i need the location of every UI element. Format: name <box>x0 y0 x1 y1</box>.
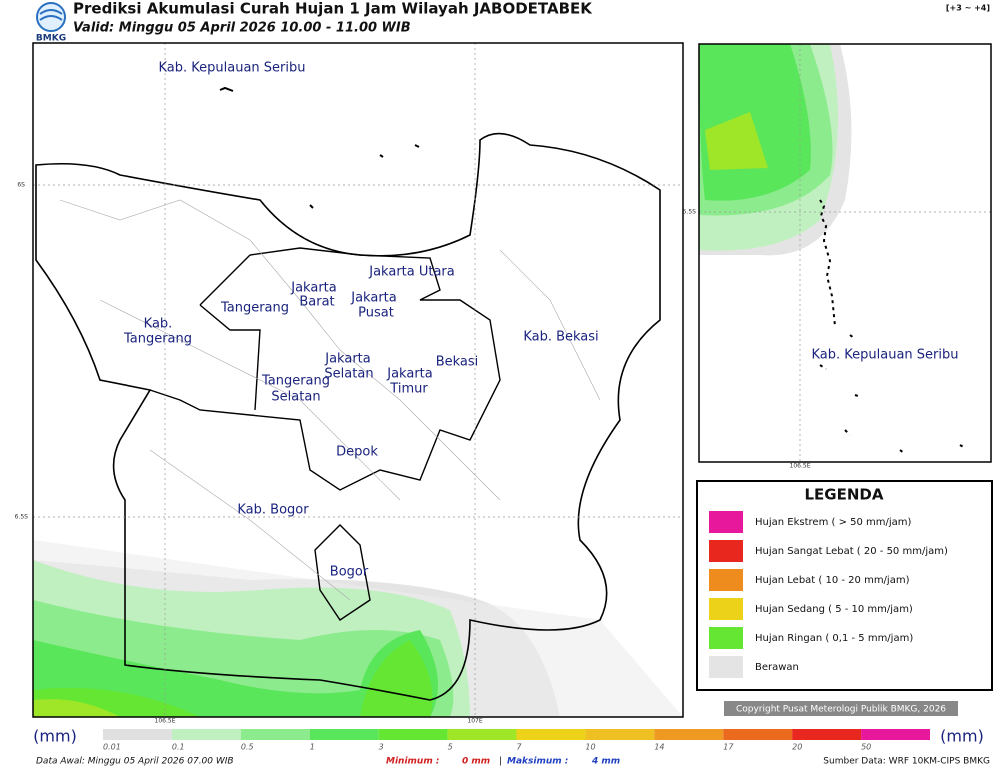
region-label: Tangerang <box>220 301 289 316</box>
legend-swatch <box>709 569 743 591</box>
region-label: Jakarta <box>324 352 370 367</box>
colorbar-tick-label: 3 <box>379 743 384 752</box>
grid-label: 106.5E <box>155 718 176 725</box>
colorbar-segment <box>723 729 793 740</box>
region-label: Barat <box>299 295 334 310</box>
region-label: Tangerang <box>123 332 192 347</box>
colorbar-segment <box>378 729 448 740</box>
colorbar-tick-label: 0.01 <box>103 743 121 752</box>
region-label: Kab. Kepulauan Seribu <box>159 61 306 76</box>
colorbar-segment <box>240 729 310 740</box>
lead-time: [+3 ~ +4] <box>946 4 990 13</box>
valid: Valid: Minggu 05 April 2026 10.00 - 11.0… <box>73 21 411 36</box>
region-label: Jakarta <box>290 281 336 296</box>
min-label: Minimum : <box>386 757 439 767</box>
inset-map <box>698 43 992 463</box>
colorbar-unit: (mm) <box>33 727 77 746</box>
copyright-bg <box>724 701 958 716</box>
colorbar-segment <box>585 729 655 740</box>
separator: | <box>499 757 502 767</box>
colorbar-segment <box>309 729 379 740</box>
legend-swatch <box>709 656 743 678</box>
min-value: 0 mm <box>462 757 490 767</box>
region-label: Jakarta <box>350 291 396 306</box>
region-label: Depok <box>336 445 378 460</box>
legend-title: LEGENDA <box>805 486 884 504</box>
copyright: Copyright Pusat Meterologi Publik BMKG, … <box>736 705 946 715</box>
max-value: 4 mm <box>591 757 620 767</box>
colorbar-segment <box>654 729 724 740</box>
region-label: Selatan <box>271 390 320 405</box>
colorbar-tick-label: 0.1 <box>172 743 185 752</box>
colorbar-segment <box>103 729 172 740</box>
colorbar-segment <box>171 729 241 740</box>
legend-label: Hujan Ringan ( 0,1 - 5 mm/jam) <box>755 633 913 644</box>
colorbar-tick-label: 7 <box>517 743 523 752</box>
data-start: Data Awal: Minggu 05 April 2026 07.00 WI… <box>36 757 234 767</box>
legend-swatch <box>709 511 743 533</box>
grid-label: 107E <box>467 718 482 725</box>
legend-label: Hujan Lebat ( 10 - 20 mm/jam) <box>755 575 910 586</box>
legend-swatch <box>709 598 743 620</box>
colorbar-tick-label: 14 <box>654 743 664 752</box>
colorbar-tick-label: 50 <box>861 743 871 752</box>
region-label: Kab. Bekasi <box>523 330 598 345</box>
region-label: Kab. <box>144 317 173 332</box>
colorbar-tick-label: 0.5 <box>241 743 254 752</box>
region-label: Jakarta Utara <box>368 265 455 280</box>
grid-label: 106.5E <box>790 463 811 470</box>
legend-label: Hujan Sedang ( 5 - 10 mm/jam) <box>755 604 913 615</box>
max-label: Maksimum : <box>507 757 568 767</box>
region-label: Pusat <box>358 306 394 321</box>
title: Prediksi Akumulasi Curah Hujan 1 Jam Wil… <box>73 0 593 18</box>
legend-label: Berawan <box>755 662 799 673</box>
legend-swatch <box>709 627 743 649</box>
colorbar-segment <box>447 729 517 740</box>
data-source: Sumber Data: WRF 10KM-CIPS BMKG <box>823 757 990 767</box>
region-label: Bekasi <box>436 355 479 370</box>
colorbar-segment <box>516 729 586 740</box>
logo-text: BMKG <box>36 34 66 44</box>
grid-label: 5.5S <box>683 209 697 216</box>
inset-region-label: Kab. Kepulauan Seribu <box>812 348 959 363</box>
colorbar-unit: (mm) <box>940 727 984 746</box>
region-label: Kab. Bogor <box>237 503 309 518</box>
colorbar-tick-label: 20 <box>792 743 802 752</box>
legend-box <box>696 480 993 691</box>
main-map <box>32 42 684 718</box>
colorbar-segment <box>861 729 930 740</box>
legend-swatch <box>709 540 743 562</box>
region-label: Timur <box>389 382 428 397</box>
grid-label: 6S <box>17 182 25 189</box>
region-label: Selatan <box>324 367 373 382</box>
colorbar-tick-label: 17 <box>723 743 734 752</box>
legend-label: Hujan Ekstrem ( > 50 mm/jam) <box>755 517 912 528</box>
region-label: Bogor <box>330 565 369 580</box>
colorbar-tick-label: 5 <box>448 743 453 752</box>
colorbar-tick-label: 10 <box>585 743 595 752</box>
colorbar-segment <box>792 729 862 740</box>
region-label: Tangerang <box>261 374 330 389</box>
logo <box>36 2 66 32</box>
region-label: Jakarta <box>386 367 432 382</box>
colorbar-tick-label: 1 <box>310 743 315 752</box>
legend-label: Hujan Sangat Lebat ( 20 - 50 mm/jam) <box>755 546 948 557</box>
grid-label: 6.5S <box>15 514 29 521</box>
